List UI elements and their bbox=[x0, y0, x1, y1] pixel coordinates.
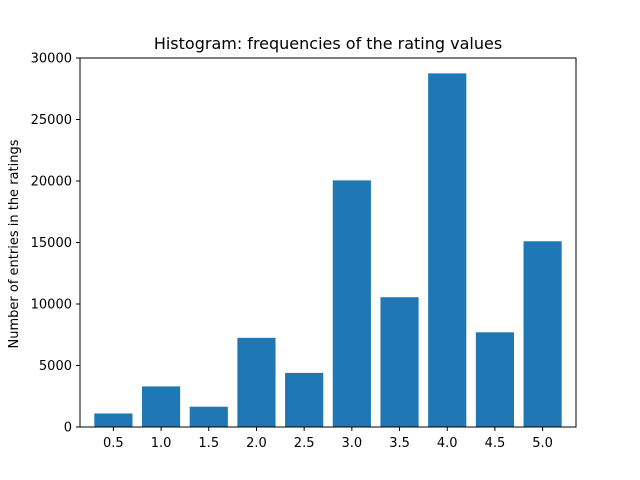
x-tick-label: 3.0 bbox=[342, 436, 363, 451]
bar-3.5 bbox=[380, 297, 419, 427]
plot-area-frame bbox=[79, 57, 577, 428]
x-tick-label: 2.5 bbox=[294, 436, 315, 451]
bar-0.5 bbox=[94, 413, 133, 427]
x-tick-label: 1.0 bbox=[151, 436, 172, 451]
bar-4.5 bbox=[475, 332, 514, 427]
y-tick-label: 0 bbox=[64, 421, 72, 436]
x-tick-label: 3.5 bbox=[389, 436, 410, 451]
x-tick-label: 4.0 bbox=[437, 436, 458, 451]
y-tick-label: 25000 bbox=[31, 113, 72, 128]
bar-1.0 bbox=[142, 386, 181, 427]
y-tick-label: 20000 bbox=[31, 175, 72, 190]
bar-2.5 bbox=[285, 372, 324, 427]
y-tick-label: 5000 bbox=[39, 359, 72, 374]
y-axis-ticks: 0 5000 10000 15000 20000 25000 30000 bbox=[31, 52, 80, 436]
x-axis-ticks: 0.5 1.0 1.5 2.0 2.5 3.0 3.5 4.0 4.5 5.0 bbox=[103, 427, 553, 451]
bar-group bbox=[94, 73, 562, 427]
bar-3.0 bbox=[332, 180, 371, 427]
y-axis-label: Number of entries in the ratings bbox=[7, 139, 22, 348]
bar-2.0 bbox=[237, 337, 276, 427]
bar-5.0 bbox=[523, 241, 562, 427]
bar-1.5 bbox=[189, 406, 228, 427]
x-tick-label: 0.5 bbox=[103, 436, 124, 451]
chart-title: Histogram: frequencies of the rating val… bbox=[154, 34, 502, 53]
x-tick-label: 1.5 bbox=[198, 436, 219, 451]
x-tick-label: 5.0 bbox=[532, 436, 553, 451]
x-tick-label: 2.0 bbox=[246, 436, 267, 451]
y-tick-label: 15000 bbox=[31, 236, 72, 251]
y-tick-label: 10000 bbox=[31, 298, 72, 313]
bar-4.0 bbox=[428, 73, 467, 427]
x-tick-label: 4.5 bbox=[485, 436, 506, 451]
y-tick-label: 30000 bbox=[31, 52, 72, 67]
